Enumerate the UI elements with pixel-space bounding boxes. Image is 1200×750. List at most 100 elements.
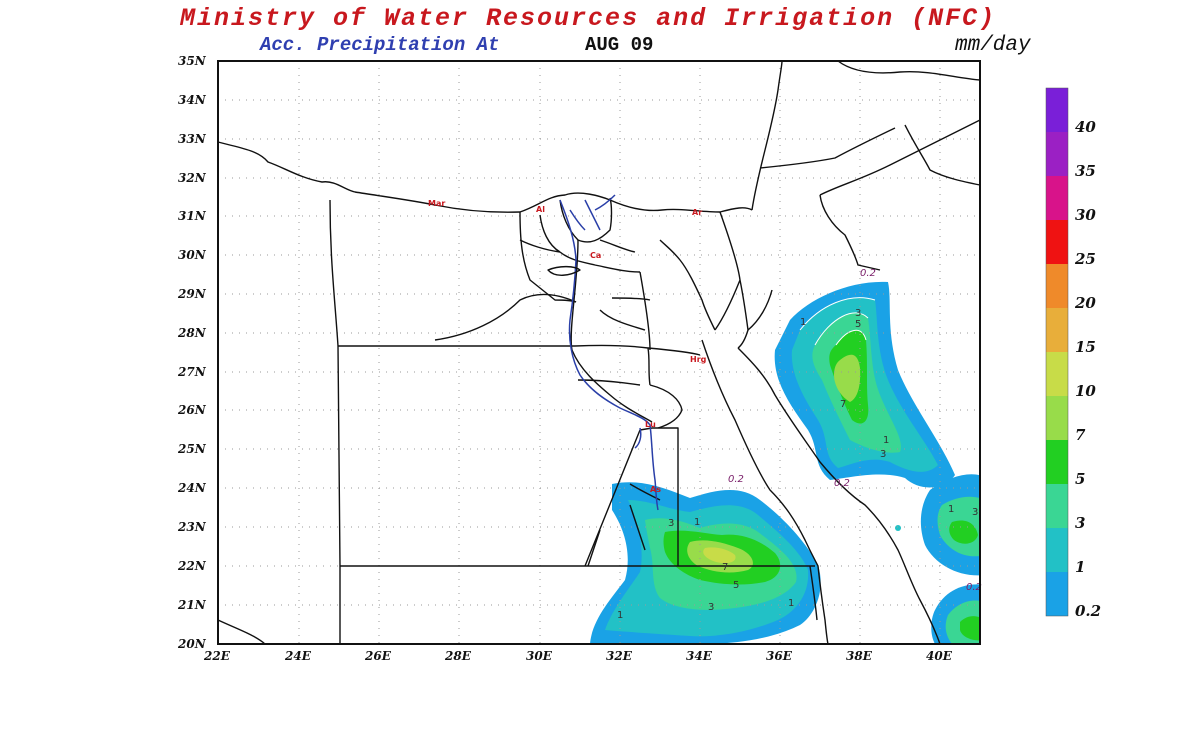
colorbar-swatch xyxy=(1046,352,1068,396)
lon-tick-label: 24E xyxy=(284,649,312,663)
contour-label: 1 xyxy=(694,517,700,528)
lon-tick-label: 40E xyxy=(926,649,953,663)
contour-label: 0.2 xyxy=(834,478,850,489)
lat-tick-label: 23N xyxy=(177,520,207,534)
contour-label: 3 xyxy=(880,449,886,460)
contour-labels: 0.2 1 3 5 7 3 1 0.2 0.2 1 3 5 7 1 3 1 1 … xyxy=(617,268,982,621)
contour-label: 1 xyxy=(948,504,954,515)
precip-contour-5 xyxy=(960,616,980,641)
city-label: As xyxy=(650,485,661,494)
colorbar-swatch xyxy=(1046,484,1068,528)
lat-tick-label: 31N xyxy=(178,209,207,223)
precip-spot xyxy=(895,525,901,531)
lat-tick-label: 33N xyxy=(178,132,207,146)
colorbar-swatch xyxy=(1046,176,1068,220)
lat-tick-label: 24N xyxy=(177,481,207,495)
precip-contour-line xyxy=(799,297,876,346)
lon-tick-label: 38E xyxy=(846,649,873,663)
colorbar-swatch xyxy=(1046,88,1068,132)
colorbar-label: 35 xyxy=(1075,162,1096,180)
colorbar-label: 0.2 xyxy=(1075,602,1101,620)
colorbar-swatches xyxy=(1046,88,1068,616)
colorbar-swatch xyxy=(1046,396,1068,440)
colorbar-swatch xyxy=(1046,220,1068,264)
precip-blob-redsea xyxy=(774,281,955,488)
contour-label: 3 xyxy=(708,602,714,613)
country-borders xyxy=(217,60,981,645)
precip-blob-east-upper xyxy=(920,474,980,576)
lat-tick-label: 25N xyxy=(177,442,207,456)
colorbar-label: 1 xyxy=(1075,558,1085,576)
lat-tick-label: 20N xyxy=(177,637,207,651)
precip-contour-7 xyxy=(834,354,861,402)
unit-label: mm/day xyxy=(955,34,1031,57)
contour-label: 1 xyxy=(617,610,623,621)
contour-label: 3 xyxy=(972,507,978,518)
colorbar-swatch xyxy=(1046,440,1068,484)
colorbar-label: 15 xyxy=(1075,338,1096,356)
colorbar-swatch xyxy=(1046,264,1068,308)
contour-label: 7 xyxy=(722,562,728,573)
lat-tick-label: 28N xyxy=(177,326,207,340)
colorbar-label: 20 xyxy=(1074,294,1096,312)
colorbar-label: 7 xyxy=(1075,426,1086,444)
lon-tick-label: 32E xyxy=(606,649,633,663)
colorbar: 40 35 30 25 20 15 10 7 5 3 1 0.2 xyxy=(1045,87,1101,620)
contour-label: 0.2 xyxy=(728,474,744,485)
contour-label: 5 xyxy=(855,319,861,330)
lon-tick-label: 26E xyxy=(364,649,392,663)
city-label: Ar xyxy=(692,208,702,217)
lat-tick-label: 26N xyxy=(177,403,207,417)
lon-tick-label: 28E xyxy=(444,649,472,663)
lat-tick-label: 27N xyxy=(177,365,207,379)
lat-tick-label: 34N xyxy=(178,93,207,107)
lat-tick-label: 22N xyxy=(177,559,207,573)
contour-label: 3 xyxy=(668,518,674,529)
precip-contour-10 xyxy=(703,547,736,564)
precip-fields xyxy=(590,281,980,644)
lon-tick-label: 36E xyxy=(766,649,793,663)
colorbar-frame xyxy=(1045,87,1069,617)
city-label: Mar xyxy=(428,199,445,208)
city-labels: Mar Al Ca Ar Hrg Lu As xyxy=(428,199,707,494)
city-label: Hrg xyxy=(690,355,707,364)
lat-tick-label: 29N xyxy=(177,287,207,301)
contour-label: 1 xyxy=(800,317,806,328)
colorbar-label: 10 xyxy=(1075,382,1096,400)
city-label: Ca xyxy=(590,251,601,260)
colorbar-label: 25 xyxy=(1074,250,1096,268)
lon-tick-label: 34E xyxy=(686,649,713,663)
colorbar-label: 40 xyxy=(1075,118,1096,136)
precip-blob-south xyxy=(590,482,821,644)
plot-frame xyxy=(217,60,981,645)
contour-label: 1 xyxy=(788,598,794,609)
lat-tick-label: 21N xyxy=(177,598,207,612)
lon-tick-label: 30E xyxy=(526,649,553,663)
contour-label: 3 xyxy=(855,308,861,319)
city-label: Al xyxy=(536,205,545,214)
contour-label: 5 xyxy=(733,580,739,591)
contour-label: 0.2 xyxy=(860,268,876,279)
map-subtitle: Acc. Precipitation At xyxy=(260,34,500,56)
contour-label: 1 xyxy=(883,435,889,446)
lon-tick-label: 22E xyxy=(203,649,231,663)
city-label: Lu xyxy=(645,420,656,429)
colorbar-label: 30 xyxy=(1075,206,1096,224)
colorbar-label: 5 xyxy=(1075,470,1085,488)
colorbar-swatch xyxy=(1046,572,1068,616)
lat-tick-label: 32N xyxy=(178,171,207,185)
forecast-date: AUG 09 xyxy=(585,34,654,56)
latitude-axis: 35N 34N 33N 32N 31N 30N 29N 28N 27N 26N … xyxy=(177,54,207,651)
colorbar-swatch xyxy=(1046,308,1068,352)
map-title: Ministry of Water Resources and Irrigati… xyxy=(180,4,997,33)
precip-blob-east-lower xyxy=(931,584,980,644)
contour-label: 0.2 xyxy=(966,582,982,593)
lat-tick-label: 30N xyxy=(178,248,207,262)
precip-contour-5 xyxy=(949,520,978,544)
lat-tick-label: 35N xyxy=(178,54,207,68)
colorbar-labels: 40 35 30 25 20 15 10 7 5 3 1 0.2 xyxy=(1074,118,1101,620)
colorbar-swatch xyxy=(1046,528,1068,572)
contour-label: 7 xyxy=(840,399,846,410)
longitude-axis: 22E 24E 26E 28E 30E 32E 34E 36E 38E 40E xyxy=(203,649,953,663)
